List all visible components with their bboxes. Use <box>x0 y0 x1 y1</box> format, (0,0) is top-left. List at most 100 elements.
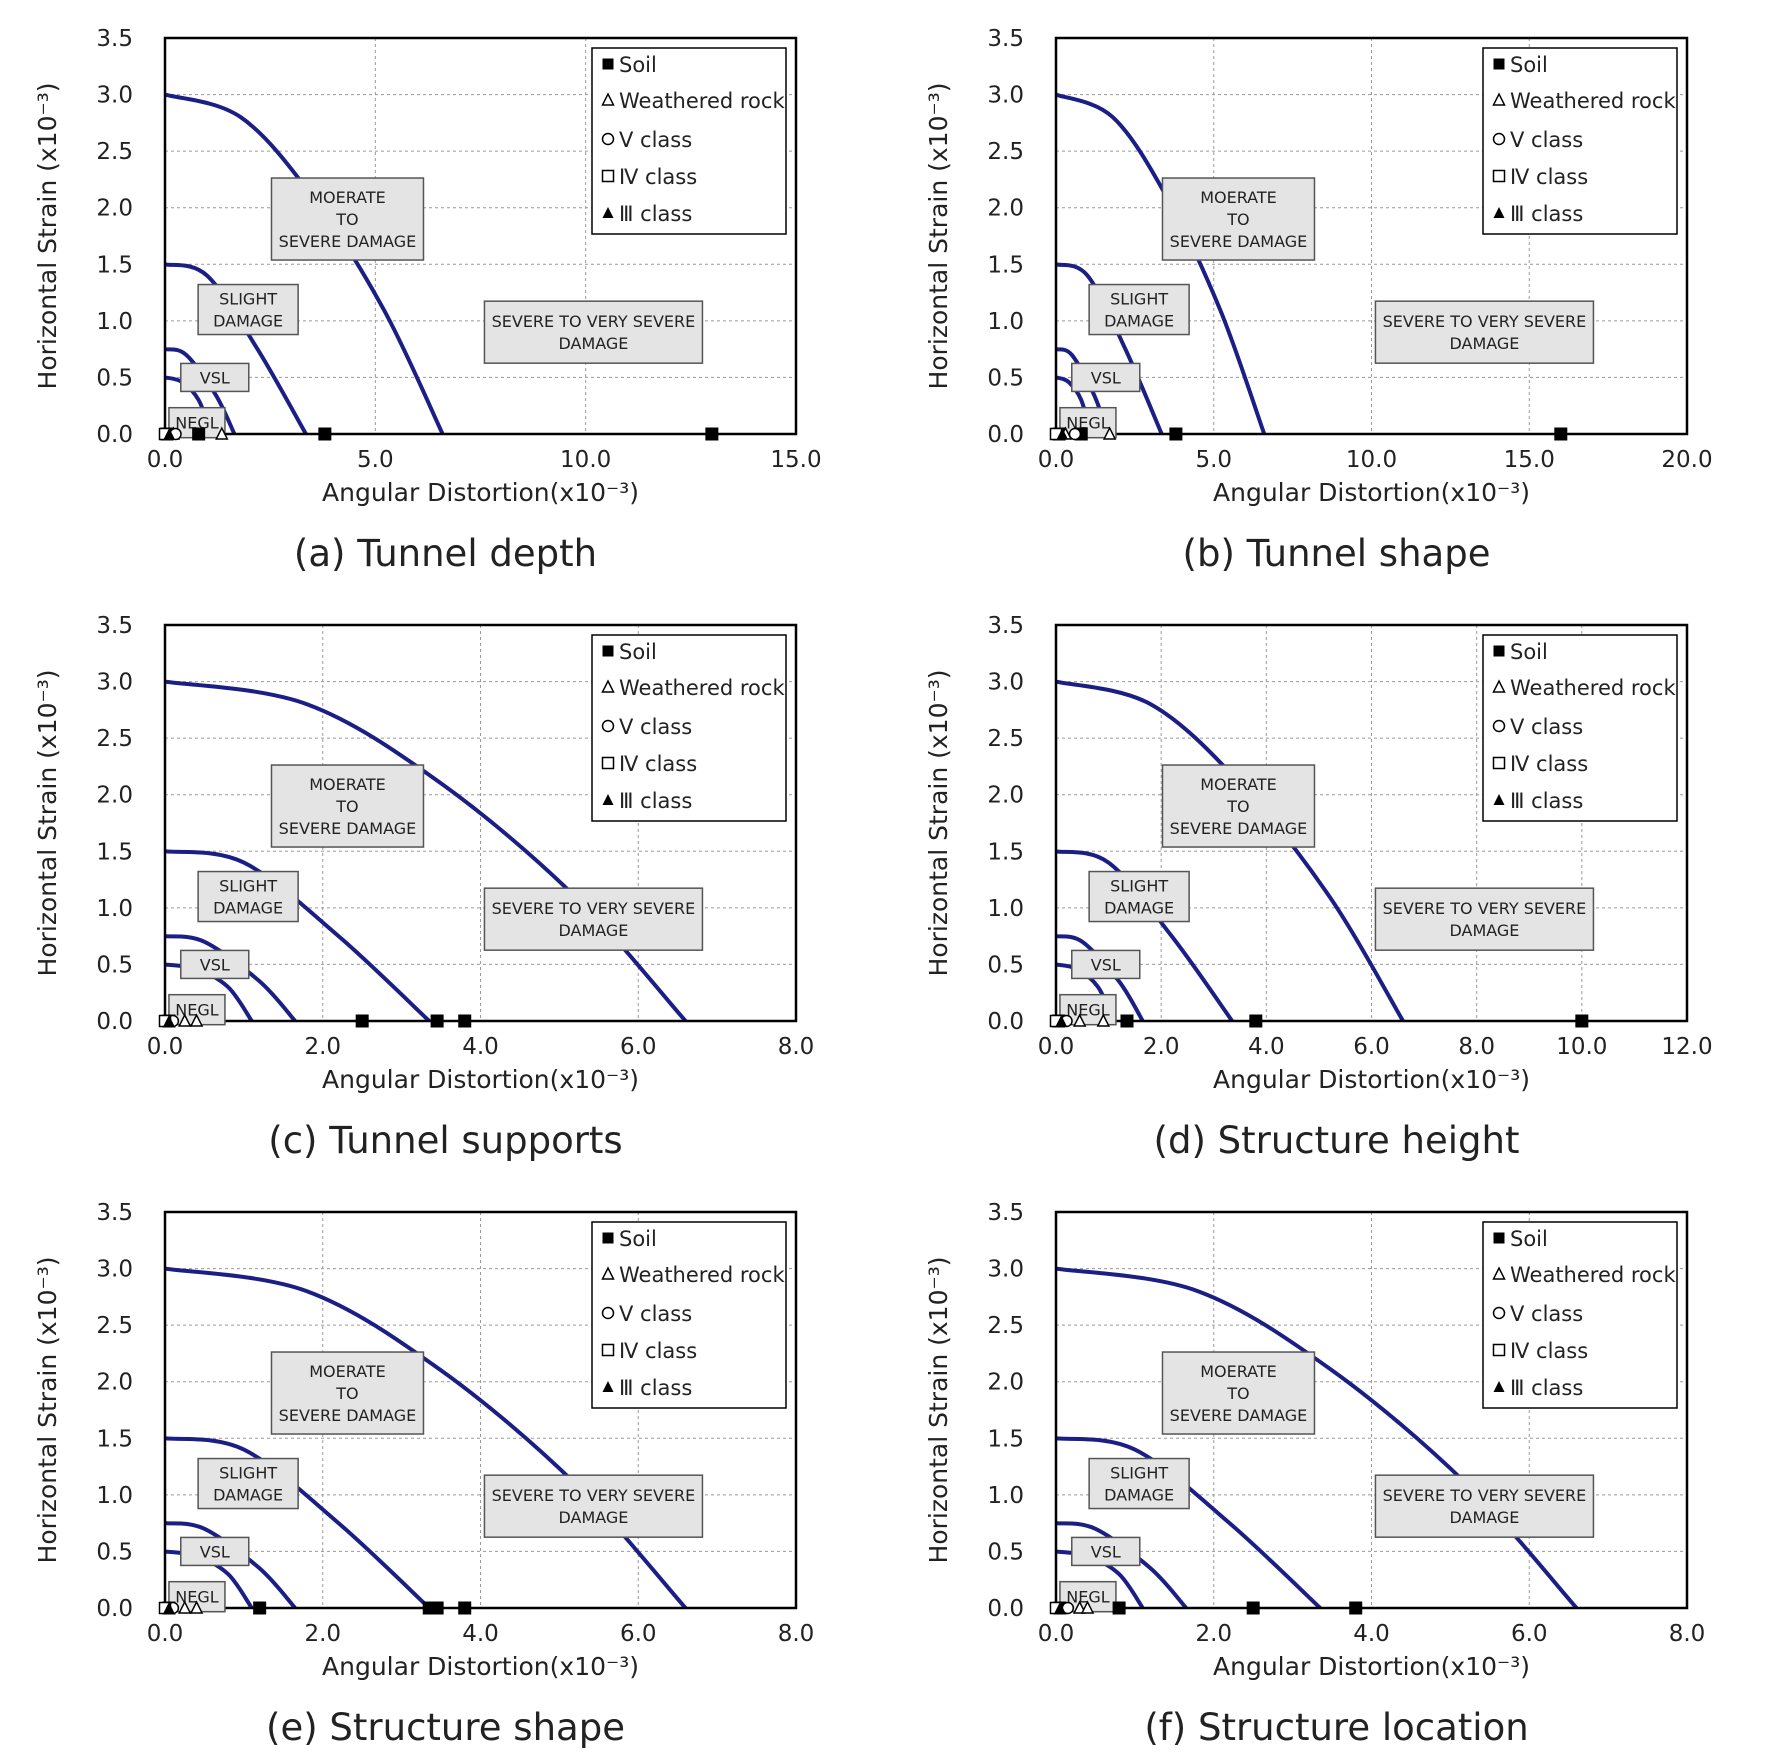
y-tick-label: 1.0 <box>96 896 133 922</box>
legend-label: Ⅲ class <box>619 1376 692 1400</box>
legend-item-soil: Soil <box>602 53 657 77</box>
y-tick-label: 0.5 <box>987 365 1024 391</box>
legend-item-class: Ⅳ class <box>1492 1339 1588 1363</box>
legend-item-class: Ⅴ class <box>601 1302 692 1326</box>
legend-marker-class <box>1492 719 1506 733</box>
legend-item-class: Ⅴ class <box>1492 715 1583 739</box>
x-tick-label: 4.0 <box>462 1034 499 1060</box>
legend-box <box>591 47 787 235</box>
point-weathered-rock <box>189 1013 204 1027</box>
legend-label: Ⅳ class <box>619 165 697 189</box>
legend-label: Ⅴ class <box>619 1302 692 1326</box>
legend-marker-soil <box>1493 1232 1505 1244</box>
legend-marker-soil <box>1493 645 1505 657</box>
region-label-text: SEVERE TO VERY SEVERE <box>1383 1486 1587 1505</box>
point-class <box>163 1015 175 1026</box>
legend-item-class: Ⅴ class <box>1492 1302 1583 1326</box>
legend-marker-class <box>1493 1381 1505 1392</box>
region-label-severe-to-very-severe-damage: SEVERE TO VERY SEVERE DAMAGE <box>1374 887 1595 951</box>
y-tick-label: 2.0 <box>987 196 1024 222</box>
region-label-text: NEGL <box>1066 1001 1109 1020</box>
legend-label: Ⅴ class <box>1510 1302 1583 1326</box>
region-label-text: MOERATE <box>1200 1362 1277 1381</box>
legend-item-soil: Soil <box>1493 1227 1548 1251</box>
legend-item-weathered-rock: Weathered rock <box>1492 676 1676 700</box>
x-axis-label: Angular Distortion(x10⁻³) <box>1213 478 1530 507</box>
region-label-moerate-to-severe-damage: MOERATE TO SEVERE DAMAGE <box>270 1351 425 1435</box>
legend-marker-class <box>601 1306 615 1320</box>
legend-item-soil: Soil <box>602 640 657 664</box>
region-label-severe-to-very-severe-damage: SEVERE TO VERY SEVERE DAMAGE <box>1374 300 1595 364</box>
legend-marker-soil <box>1493 58 1505 70</box>
region-label-text: DAMAGE <box>1104 899 1174 918</box>
x-tick-label: 0.0 <box>1038 447 1075 473</box>
region-label-box <box>197 1457 299 1510</box>
legend-label: Weathered rock <box>619 1263 785 1287</box>
legend: Soil Weathered rock Ⅴ class Ⅳ class Ⅲ class <box>1482 47 1678 235</box>
y-tick-label: 2.0 <box>96 783 133 809</box>
region-label-slight-damage: SLIGHT DAMAGE <box>1088 870 1190 923</box>
legend-box <box>1482 634 1678 822</box>
y-tick-label: 2.0 <box>987 1370 1024 1396</box>
legend-marker-class <box>601 756 615 770</box>
y-tick-label: 3.0 <box>987 670 1024 696</box>
y-tick-label: 2.0 <box>96 1370 133 1396</box>
legend-item-class: Ⅳ class <box>601 752 697 776</box>
region-label-text: SLIGHT <box>219 1464 277 1483</box>
region-label-text: SEVERE DAMAGE <box>1170 1406 1308 1425</box>
x-tick-label: 6.0 <box>620 1034 657 1060</box>
region-label-vsl: VSL <box>1071 1536 1141 1567</box>
point-soil <box>1554 427 1568 441</box>
region-label-severe-to-very-severe-damage: SEVERE TO VERY SEVERE DAMAGE <box>1374 1474 1595 1538</box>
legend-label: Ⅲ class <box>1510 202 1583 226</box>
region-label-text: DAMAGE <box>558 921 628 940</box>
legend-item-class: Ⅳ class <box>601 165 697 189</box>
y-tick-label: 1.5 <box>987 1426 1024 1452</box>
region-label-slight-damage: SLIGHT DAMAGE <box>197 283 299 336</box>
y-tick-label: 0.0 <box>987 1596 1024 1622</box>
point-soil <box>1349 1601 1363 1615</box>
legend-label: Weathered rock <box>1510 676 1676 700</box>
panel-caption: (c) Tunnel supports <box>268 1119 623 1162</box>
region-label-box <box>1161 1351 1316 1435</box>
x-axis-label: Angular Distortion(x10⁻³) <box>322 478 639 507</box>
panel-caption: (e) Structure shape <box>266 1706 625 1749</box>
point-soil <box>1120 1014 1134 1028</box>
y-axis-label: Horizontal Strain (x10⁻³) <box>33 83 62 390</box>
y-tick-label: 3.0 <box>987 83 1024 109</box>
region-label-text: DAMAGE <box>1449 921 1519 940</box>
point-weathered-rock <box>1072 1013 1087 1027</box>
legend-marker-weathered-rock <box>601 92 615 106</box>
legend-label: Ⅲ class <box>619 202 692 226</box>
region-label-text: DAMAGE <box>1104 1486 1174 1505</box>
legend-label: Ⅲ class <box>1510 789 1583 813</box>
x-tick-label: 2.0 <box>1143 1034 1180 1060</box>
y-tick-label: 1.0 <box>987 1483 1024 1509</box>
legend-marker-class <box>601 719 615 733</box>
region-label-text: TO <box>1226 1384 1249 1403</box>
region-label-text: DAMAGE <box>1449 1508 1519 1527</box>
y-tick-label: 2.5 <box>987 726 1024 752</box>
y-tick-label: 2.5 <box>96 139 133 165</box>
legend-marker-soil <box>602 58 614 70</box>
y-tick-label: 1.5 <box>96 252 133 278</box>
data-points <box>1049 1600 1363 1615</box>
region-label-text: SLIGHT <box>219 290 277 309</box>
region-label-text: MOERATE <box>309 1362 386 1381</box>
chart-panel: 0.0 5.0 10.0 15.0 20.0 0.0 0.5 1.0 1.5 2.0 2.5 3.0 3… <box>891 0 1782 587</box>
point-soil <box>253 1601 267 1615</box>
region-label-text: VSL <box>1091 955 1121 974</box>
region-label-text: SEVERE DAMAGE <box>279 232 417 251</box>
panel-caption: (f) Structure location <box>1144 1706 1529 1749</box>
legend-item-soil: Soil <box>1493 640 1548 664</box>
legend-item-class: Ⅲ class <box>1493 202 1583 226</box>
point-class <box>1068 427 1082 441</box>
y-axis-label: Horizontal Strain (x10⁻³) <box>924 670 953 977</box>
point-soil <box>430 1601 444 1615</box>
y-tick-label: 3.5 <box>96 1200 133 1226</box>
y-tick-label: 3.5 <box>987 613 1024 639</box>
